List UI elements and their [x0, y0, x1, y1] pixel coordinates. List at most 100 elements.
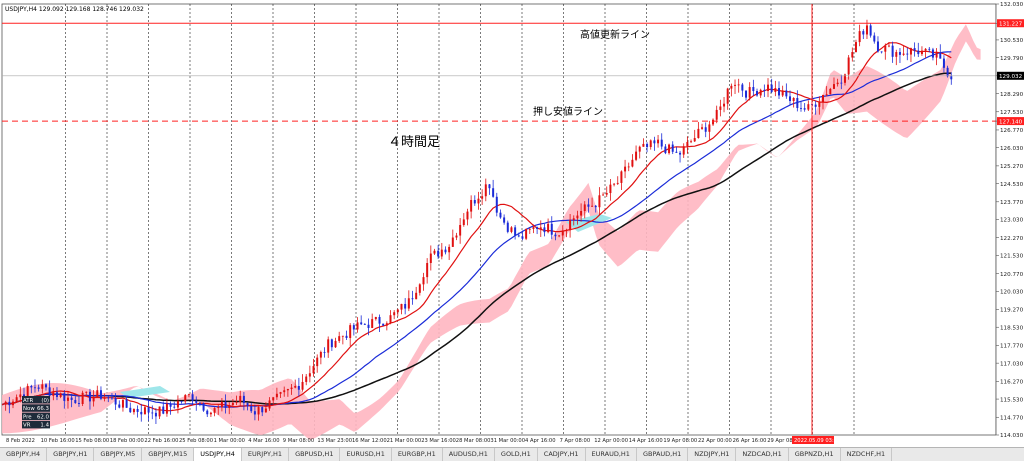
candle-body	[11, 401, 14, 406]
candle-body	[627, 166, 630, 168]
candle-body	[931, 49, 934, 58]
chart-tab[interactable]: GBPJPY,H1	[47, 448, 95, 461]
candle-body	[503, 217, 506, 223]
chart-tab[interactable]: GBPUSD,H1	[289, 448, 341, 461]
candle-body	[198, 402, 201, 404]
candle-body	[22, 394, 25, 398]
chart-tab[interactable]: GBPAUD,H1	[637, 448, 689, 461]
candle-body	[488, 184, 491, 189]
candle-body	[286, 388, 289, 391]
chart-tab[interactable]: GBPJPY,M5	[94, 448, 143, 461]
candle-body	[653, 140, 656, 144]
chart-tab[interactable]: EURJPY,H1	[242, 448, 290, 461]
candle-body	[363, 324, 366, 326]
chart-tab[interactable]: USDJPY,H4	[194, 448, 242, 461]
candle-body	[451, 237, 454, 247]
ma-mid-line	[1, 51, 952, 408]
candle-body	[715, 109, 718, 120]
candle-body	[668, 144, 671, 154]
candle-body	[470, 200, 473, 212]
chart-tab[interactable]: NZDCAD,H1	[736, 448, 789, 461]
candle-body	[224, 401, 227, 408]
candle-body	[682, 146, 685, 155]
candle-body	[807, 104, 810, 110]
candle-body	[253, 411, 256, 415]
chart-tab[interactable]: GBPNZD,H1	[789, 448, 841, 461]
candle-body	[572, 218, 575, 220]
time-tick-label: 14 Apr 16:00	[629, 438, 663, 444]
candle-body	[169, 403, 172, 407]
candle-body	[8, 401, 11, 406]
candle-body	[323, 351, 326, 353]
candle-body	[858, 31, 861, 43]
candle-body	[686, 141, 689, 147]
candle-body	[184, 395, 187, 402]
indicator-panel: ATR (0) Now 66.3 Pre 62.0 VR 1.4	[22, 396, 50, 429]
chart-tab[interactable]: NZDJPY,H1	[688, 448, 737, 461]
candle-body	[151, 412, 154, 414]
candle-body	[272, 397, 275, 401]
price-tick-label: 116.270	[1000, 380, 1024, 386]
candle-body	[283, 390, 286, 393]
candle-body	[92, 396, 95, 402]
candle-body	[173, 406, 176, 408]
candle-body	[118, 404, 121, 408]
time-tick-label: 26 Apr 16:00	[733, 438, 767, 444]
candle-body	[52, 392, 55, 396]
price-tick-label: 128.290	[1000, 92, 1024, 98]
candle-body	[334, 340, 337, 348]
chart-tab[interactable]: EURUSD,H1	[340, 448, 392, 461]
price-tick-label: 129.790	[1000, 56, 1024, 62]
chart-tab[interactable]: GOLD,H1	[495, 448, 538, 461]
candle-body	[532, 227, 535, 229]
candle-body	[239, 395, 242, 403]
candle-body	[778, 88, 781, 96]
indicator-row-bg	[22, 412, 50, 421]
candle-body	[400, 303, 403, 310]
candle-body	[646, 143, 649, 148]
chart-tab[interactable]: EURGBP,H1	[392, 448, 443, 461]
chart-tab[interactable]: EURAUD,H1	[586, 448, 637, 461]
price-tick-label: 121.530	[1000, 254, 1024, 260]
indicator-row-bg	[22, 404, 50, 412]
time-highlight-label: 2022.05.09 03:00	[794, 438, 840, 444]
chart-tab[interactable]: NZDCHF,H1	[841, 448, 893, 461]
candle-body	[550, 223, 553, 235]
candle-body	[81, 392, 84, 405]
candle-body	[576, 215, 579, 219]
candle-body	[103, 397, 106, 399]
price-tick-label: 114.770	[1000, 415, 1024, 421]
candle-body	[620, 171, 623, 183]
candle-body	[506, 222, 509, 232]
price-badge	[997, 19, 1024, 28]
chart-tab[interactable]: AUDUSD,H1	[443, 448, 495, 461]
candle-body	[147, 407, 150, 413]
price-tick-label: 123.770	[1000, 200, 1024, 206]
candle-body	[693, 138, 696, 142]
indicator-name: VR	[23, 423, 31, 429]
price-badge-label: 131.227	[999, 21, 1023, 27]
candle-body	[704, 127, 707, 132]
candle-body	[517, 235, 520, 237]
candle-body	[543, 227, 546, 233]
candle-body	[638, 146, 641, 152]
candle-body	[891, 45, 894, 57]
candle-body	[789, 96, 792, 102]
candle-body	[132, 409, 135, 413]
candle-body	[437, 250, 440, 257]
candle-body	[924, 48, 927, 51]
candle-body	[759, 89, 762, 96]
time-tick-label: 15 Feb 08:00	[75, 438, 109, 444]
indicator-row-bg	[22, 396, 50, 404]
candle-body	[393, 312, 396, 316]
candle-body	[422, 277, 425, 285]
candle-body	[664, 146, 667, 154]
candle-body	[569, 219, 572, 231]
chart-tab[interactable]: GBPJPY,H4	[0, 448, 48, 461]
candle-body	[756, 91, 759, 96]
chart-tab[interactable]: GBPJPY,M15	[142, 448, 195, 461]
chart-tab[interactable]: CADJPY,H1	[538, 448, 586, 461]
candle-body	[448, 246, 451, 253]
